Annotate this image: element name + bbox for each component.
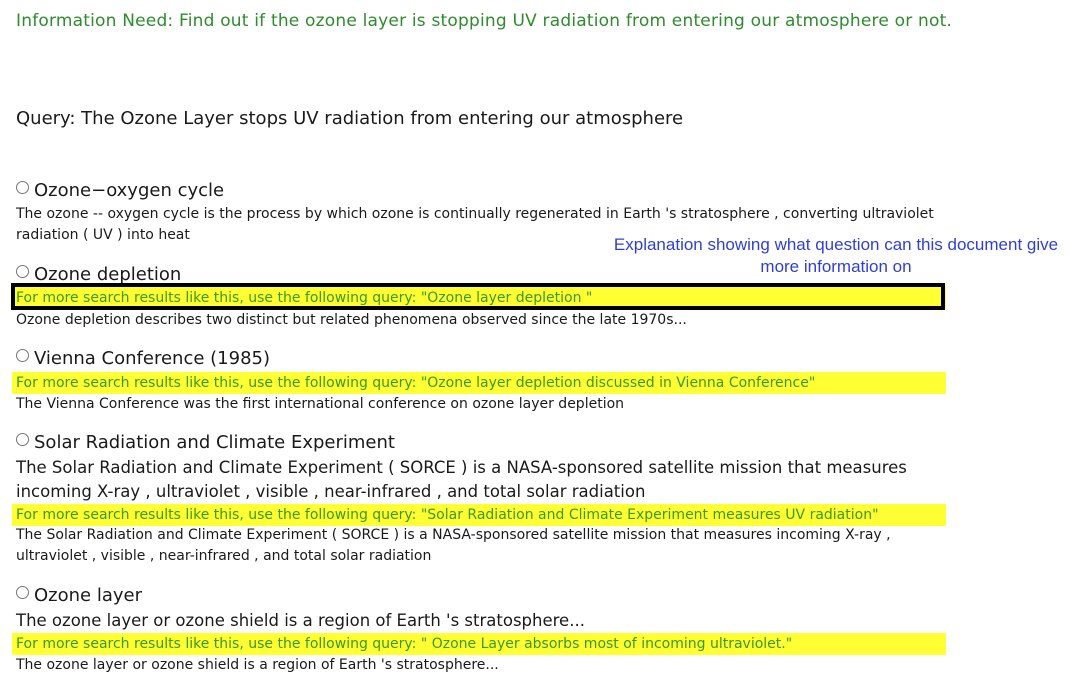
result-snippet-4: The Solar Radiation and Climate Experime… — [16, 527, 891, 564]
result-radio-5[interactable] — [16, 586, 29, 599]
query-text: Query: The Ozone Layer stops UV radiatio… — [16, 108, 684, 129]
result-radio-2[interactable] — [16, 265, 29, 278]
result-snippet-5: The ozone layer or ozone shield is a reg… — [16, 657, 499, 673]
result-title-3: Vienna Conference (1985) — [34, 348, 270, 369]
annotation-text: Explanation showing what question can th… — [613, 235, 1059, 276]
query-suggestion-4: For more search results like this, use t… — [12, 504, 946, 526]
query-suggestion-5: For more search results like this, use t… — [12, 633, 946, 655]
result-summary-4: The Solar Radiation and Climate Experime… — [16, 458, 907, 501]
result-summary-5: The ozone layer or ozone shield is a reg… — [16, 611, 585, 630]
result-title-5: Ozone layer — [34, 585, 142, 606]
result-title-1: Ozone−oxygen cycle — [34, 180, 225, 201]
result-title-2: Ozone depletion — [34, 264, 182, 285]
annotation-highlight-box — [11, 283, 945, 310]
result-radio-1[interactable] — [16, 181, 29, 194]
result-title-4: Solar Radiation and Climate Experiment — [34, 432, 395, 453]
query-suggestion-3: For more search results like this, use t… — [12, 372, 946, 394]
query-suggestion-2: For more search results like this, use t… — [12, 287, 946, 309]
result-radio-3[interactable] — [16, 349, 29, 362]
result-snippet-1: The ozone -- oxygen cycle is the process… — [16, 206, 934, 243]
information-need: Information Need: Find out if the ozone … — [16, 11, 953, 31]
result-radio-4[interactable] — [16, 433, 29, 446]
result-snippet-2: Ozone depletion describes two distinct b… — [16, 312, 687, 328]
result-snippet-3: The Vienna Conference was the first inte… — [16, 396, 625, 412]
